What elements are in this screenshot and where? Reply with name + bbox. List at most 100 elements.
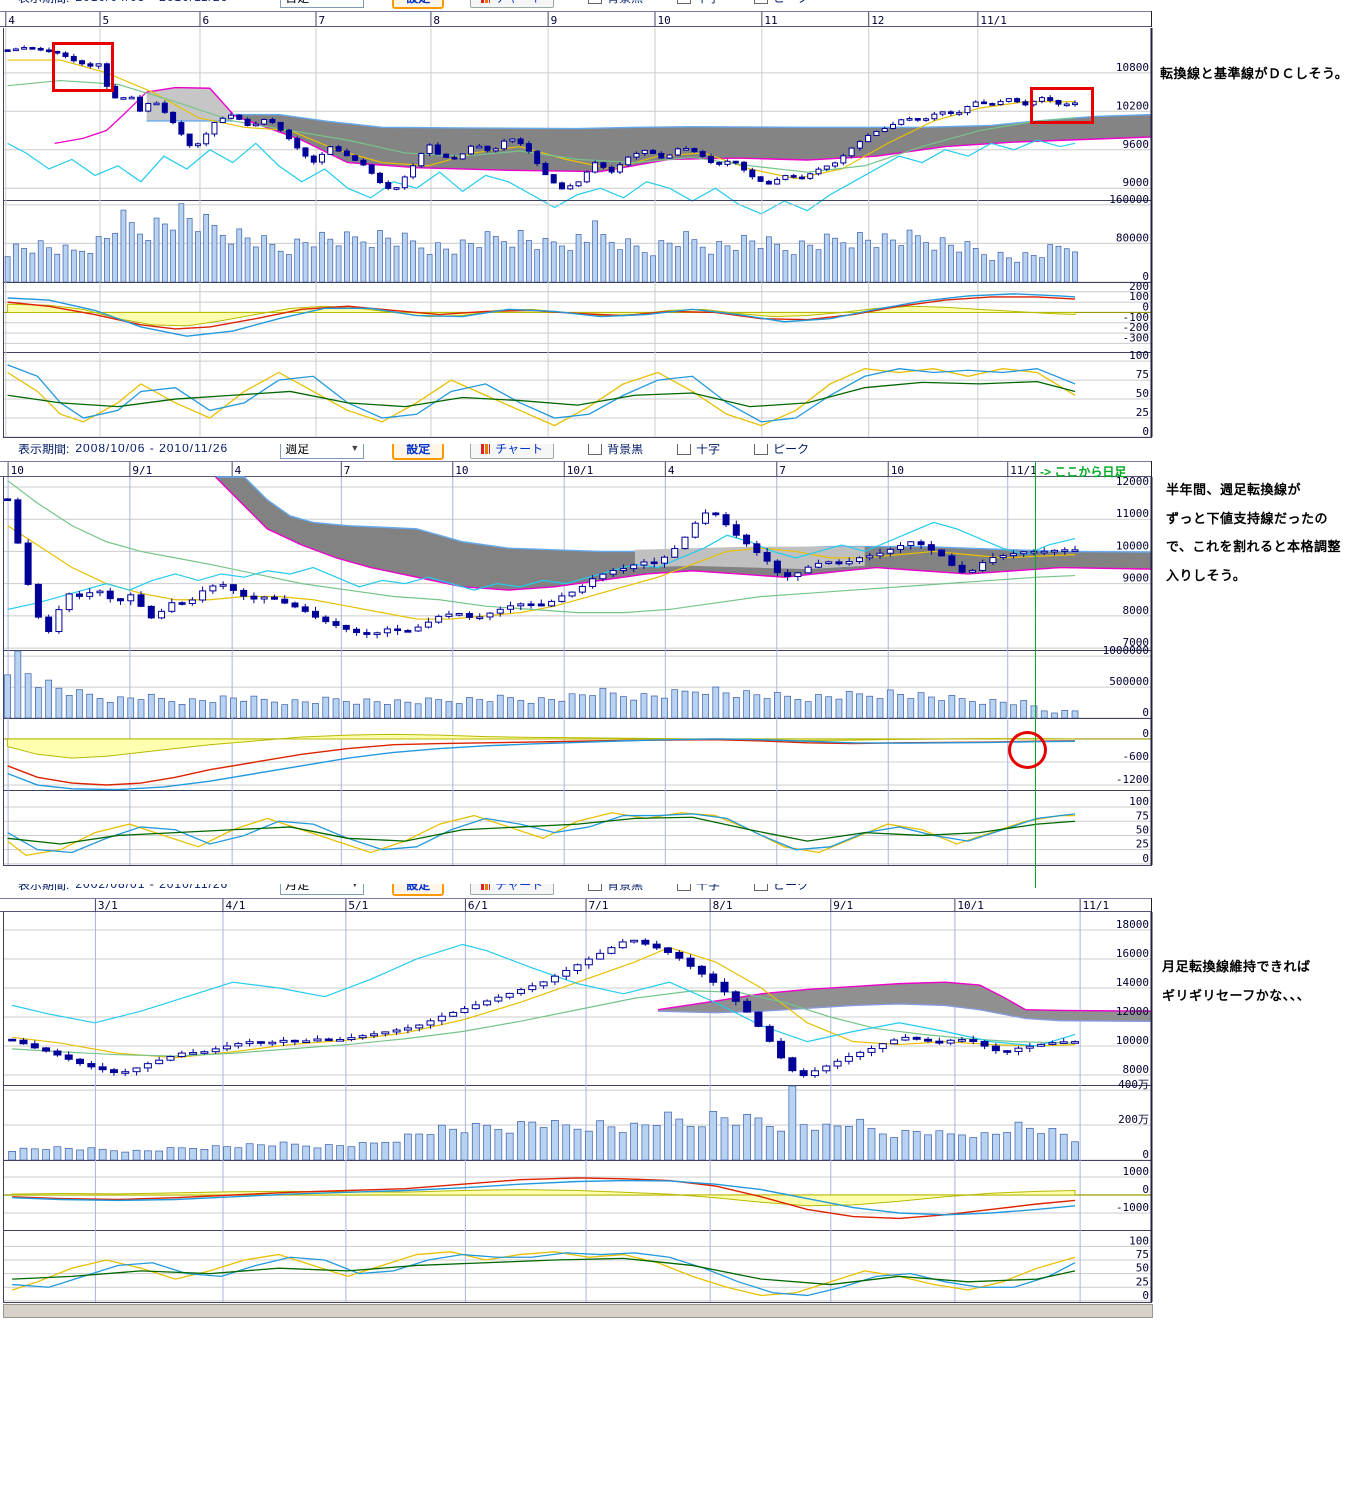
checkbox-bg[interactable]: 背景黒: [588, 0, 643, 6]
svg-text:10: 10: [657, 14, 670, 27]
svg-text:0: 0: [1142, 425, 1149, 438]
horizontal-scrollbar[interactable]: [3, 1304, 1153, 1318]
svg-text:400万: 400万: [1118, 1078, 1149, 1091]
interval-select[interactable]: 週足 ▼: [280, 444, 365, 459]
svg-text:6/1: 6/1: [468, 899, 488, 912]
candlestick-icon: [481, 444, 491, 454]
svg-text:25: 25: [1136, 406, 1149, 419]
chart-button[interactable]: チャート: [470, 0, 555, 8]
price-panel: 12000 11000 10000 9000 8000 7000: [3, 475, 1153, 651]
svg-text:-600: -600: [1123, 750, 1150, 763]
checkbox-cross[interactable]: 十字: [677, 0, 720, 6]
svg-text:100: 100: [1129, 349, 1149, 362]
red-highlight-circle: [1008, 731, 1047, 769]
svg-text:9/1: 9/1: [132, 464, 152, 477]
svg-text:10: 10: [455, 464, 468, 477]
svg-text:10800: 10800: [1116, 61, 1149, 74]
annotation-line: ずっと下値支持線だったの: [1166, 510, 1329, 526]
svg-text:0: 0: [1142, 1183, 1149, 1196]
svg-text:25: 25: [1136, 1275, 1149, 1288]
period-label: 表示期間:: [18, 0, 69, 6]
svg-text:9: 9: [551, 14, 558, 27]
svg-text:0: 0: [1142, 727, 1149, 740]
svg-text:200: 200: [1129, 280, 1149, 293]
svg-text:7: 7: [319, 14, 326, 27]
checkbox-peak[interactable]: ピーク: [754, 444, 809, 457]
annotation-line: ギリギリセーフかな、、、: [1162, 987, 1311, 1003]
svg-text:4: 4: [235, 464, 242, 477]
annotation-monthly: 月足転換線維持できれば ギリギリセーフかな、、、: [1162, 956, 1311, 1013]
annotation-daily: 転換線と基準線がＤＣしそう。: [1160, 66, 1349, 81]
svg-text:-300: -300: [1123, 331, 1150, 344]
svg-text:75: 75: [1136, 809, 1149, 822]
settings-button[interactable]: 設定: [392, 0, 445, 9]
svg-text:80000: 80000: [1116, 231, 1149, 244]
svg-text:8: 8: [433, 14, 440, 27]
svg-text:0: 0: [1142, 1148, 1149, 1161]
period-label: 表示期間:: [18, 444, 70, 456]
daily-chart: 4 5 6 7 8 9 10 11 12 11/1 10800 10200 9600 9000 160000…: [0, 11, 1153, 438]
svg-text:0: 0: [1142, 270, 1149, 283]
period-range: 2008/10/06 - 2010/11/26: [75, 444, 229, 455]
svg-text:1000: 1000: [1123, 1165, 1150, 1178]
candlestick-icon: [481, 884, 491, 890]
annotation-line: 月足転換線維持できれば: [1162, 959, 1311, 974]
checkbox-bg[interactable]: 背景黒: [588, 884, 643, 893]
candlestick-icon: [481, 0, 491, 3]
svg-text:100: 100: [1129, 290, 1149, 303]
period-label: 表示期間:: [18, 884, 70, 892]
svg-text:500000: 500000: [1109, 675, 1149, 688]
svg-text:7/1: 7/1: [589, 899, 609, 912]
svg-text:10000: 10000: [1116, 539, 1149, 552]
svg-text:50: 50: [1136, 387, 1149, 400]
macd-panel: 1000 0 -1000: [3, 1160, 1153, 1231]
interval-select[interactable]: 日足▼: [280, 0, 365, 8]
svg-text:18000: 18000: [1116, 918, 1149, 931]
price-panel: 10800 10200 9600 9000: [3, 28, 1153, 215]
chart-button[interactable]: チャート: [470, 884, 555, 895]
svg-text:11/1: 11/1: [1083, 899, 1110, 912]
settings-button[interactable]: 設定: [392, 444, 445, 460]
volume-panel: 160000 80000 0: [3, 193, 1153, 283]
chart-button[interactable]: チャート: [470, 444, 555, 459]
volume-panel: 1000000 500000 0: [3, 644, 1153, 719]
checkbox-cross[interactable]: 十字: [677, 884, 720, 893]
checkbox-cross[interactable]: 十字: [677, 444, 720, 457]
svg-text:100: 100: [1129, 1234, 1149, 1247]
checkbox-peak[interactable]: ピーク: [754, 0, 809, 6]
svg-text:0: 0: [1142, 300, 1149, 313]
annotation-weekly: 半年間、週足転換線が ずっと下値支持線だったの で、これを割れると本格調整 入り…: [1166, 479, 1341, 593]
toolbar-weekly: 表示期間: 2008/10/06 - 2010/11/26 週足 ▼ 設定 チャー…: [0, 444, 1160, 461]
checkbox-bg[interactable]: 背景黒: [588, 444, 643, 457]
svg-text:10: 10: [891, 464, 904, 477]
svg-text:10200: 10200: [1116, 99, 1149, 112]
svg-text:9000: 9000: [1123, 572, 1150, 585]
svg-text:9000: 9000: [1123, 176, 1150, 189]
svg-text:12: 12: [871, 14, 884, 27]
svg-text:-1000: -1000: [1116, 1201, 1149, 1214]
checkbox-peak[interactable]: ピーク: [754, 884, 809, 893]
svg-text:-1200: -1200: [1116, 773, 1149, 786]
monthly-chart: 3/1 4/1 5/1 6/1 7/1 8/1 9/1 10/1 11/118000160001…: [0, 898, 1153, 1303]
svg-text:11/1: 11/1: [980, 14, 1007, 27]
period-range: 2010/04/05 - 2010/11/26: [75, 0, 228, 4]
interval-select[interactable]: 月足 ▼: [280, 884, 365, 895]
chevron-down-icon: ▼: [350, 444, 360, 453]
settings-button[interactable]: 設定: [392, 884, 445, 896]
svg-text:8000: 8000: [1123, 1063, 1150, 1076]
svg-text:14000: 14000: [1116, 976, 1149, 989]
svg-text:25: 25: [1136, 838, 1149, 851]
svg-text:160000: 160000: [1109, 193, 1149, 206]
svg-text:7: 7: [779, 464, 786, 477]
svg-text:0: 0: [1142, 852, 1149, 865]
daily-start-marker-line: [1035, 462, 1036, 888]
macd-panel: 0 -600 -1200: [3, 718, 1153, 791]
svg-text:200万: 200万: [1118, 1113, 1149, 1126]
svg-text:75: 75: [1136, 1248, 1149, 1261]
svg-text:11000: 11000: [1116, 507, 1149, 520]
svg-text:50: 50: [1136, 823, 1149, 836]
